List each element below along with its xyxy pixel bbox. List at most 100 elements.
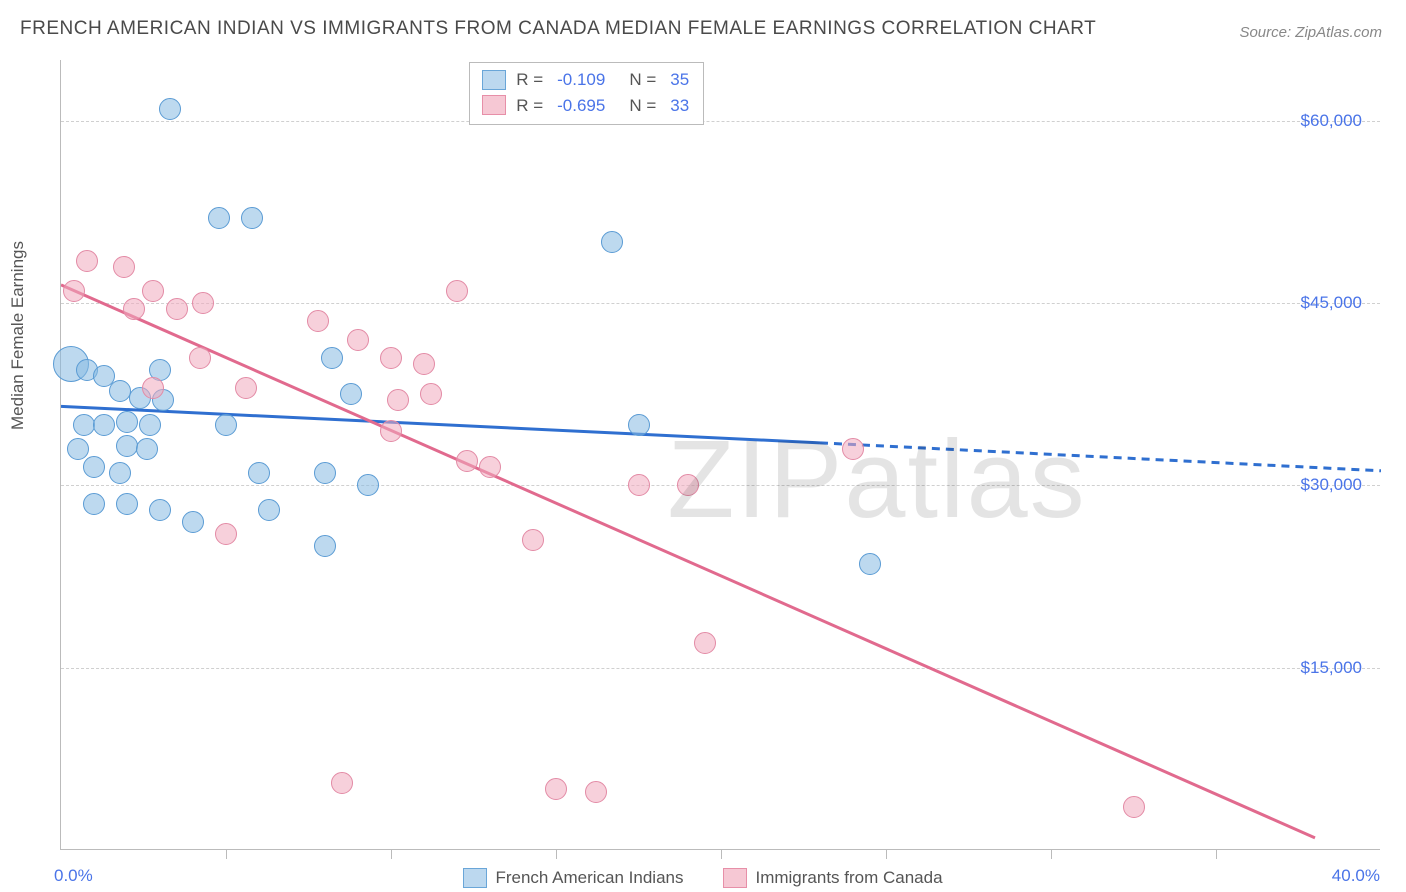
point-series-b [628,474,650,496]
gridline [61,303,1380,304]
y-tick-label: $45,000 [1301,293,1362,313]
point-series-a [116,493,138,515]
stats-row: R = -0.695 N = 33 [482,93,689,119]
stats-r-value: -0.695 [557,93,605,119]
x-tick-mark [391,849,392,859]
point-series-b [387,389,409,411]
point-series-b [166,298,188,320]
x-tick-mark [886,849,887,859]
trend-overlay [61,60,1381,850]
point-series-b [307,310,329,332]
stats-n-value: 33 [670,93,689,119]
point-series-a [67,438,89,460]
stats-r-label: R = [516,93,543,119]
point-series-a [314,535,336,557]
chart-source: Source: ZipAtlas.com [1239,24,1382,41]
point-series-b [76,250,98,272]
point-series-b [189,347,211,369]
point-series-b [63,280,85,302]
point-series-a [357,474,379,496]
stats-legend-box: R = -0.109 N = 35 R = -0.695 N = 33 [469,62,704,125]
point-series-b [142,377,164,399]
point-series-b [380,420,402,442]
legend-swatch [723,868,747,888]
point-series-a [248,462,270,484]
point-series-a [83,456,105,478]
y-axis-label: Median Female Earnings [8,241,28,430]
point-series-b [677,474,699,496]
point-series-b [113,256,135,278]
trend-line [61,406,820,442]
legend-swatch [482,95,506,115]
point-series-b [456,450,478,472]
point-series-a [258,499,280,521]
y-tick-label: $30,000 [1301,475,1362,495]
point-series-a [83,493,105,515]
legend-label: French American Indians [495,868,683,888]
point-series-b [522,529,544,551]
point-series-a [149,499,171,521]
point-series-b [215,523,237,545]
chart-title: FRENCH AMERICAN INDIAN VS IMMIGRANTS FRO… [20,18,1096,40]
x-tick-mark [226,849,227,859]
point-series-b [331,772,353,794]
point-series-a [93,414,115,436]
x-tick-mark [1051,849,1052,859]
trend-line [61,285,1315,838]
gridline [61,485,1380,486]
point-series-b [142,280,164,302]
point-series-b [446,280,468,302]
point-series-a [139,414,161,436]
point-series-a [182,511,204,533]
point-series-a [601,231,623,253]
stats-n-label: N = [629,67,656,93]
stats-n-label: N = [629,93,656,119]
x-tick-mark [1216,849,1217,859]
point-series-b [347,329,369,351]
point-series-a [340,383,362,405]
point-series-a [859,553,881,575]
x-tick-mark [721,849,722,859]
point-series-b [235,377,257,399]
point-series-a [321,347,343,369]
point-series-b [192,292,214,314]
point-series-b [123,298,145,320]
legend-item: French American Indians [463,868,683,888]
point-series-b [380,347,402,369]
point-series-b [694,632,716,654]
point-series-b [420,383,442,405]
x-tick-mark [556,849,557,859]
trend-line-dashed [820,443,1381,471]
point-series-b [585,781,607,803]
y-tick-label: $60,000 [1301,111,1362,131]
stats-r-value: -0.109 [557,67,605,93]
point-series-a [73,414,95,436]
point-series-a [159,98,181,120]
point-series-a [116,435,138,457]
gridline [61,668,1380,669]
point-series-b [545,778,567,800]
gridline [61,121,1380,122]
point-series-a [109,462,131,484]
legend-item: Immigrants from Canada [723,868,942,888]
point-series-a [208,207,230,229]
point-series-a [136,438,158,460]
stats-n-value: 35 [670,67,689,93]
point-series-a [109,380,131,402]
point-series-a [314,462,336,484]
legend-label: Immigrants from Canada [755,868,942,888]
point-series-b [413,353,435,375]
y-tick-label: $15,000 [1301,658,1362,678]
point-series-a [116,411,138,433]
legend-swatch [482,70,506,90]
point-series-a [628,414,650,436]
legend-swatch [463,868,487,888]
point-series-a [241,207,263,229]
point-series-b [479,456,501,478]
stats-row: R = -0.109 N = 35 [482,67,689,93]
point-series-b [1123,796,1145,818]
stats-r-label: R = [516,67,543,93]
point-series-a [215,414,237,436]
plot-area: $15,000 $30,000 $45,000 $60,000 [60,60,1380,850]
bottom-legend: French American Indians Immigrants from C… [0,868,1406,888]
